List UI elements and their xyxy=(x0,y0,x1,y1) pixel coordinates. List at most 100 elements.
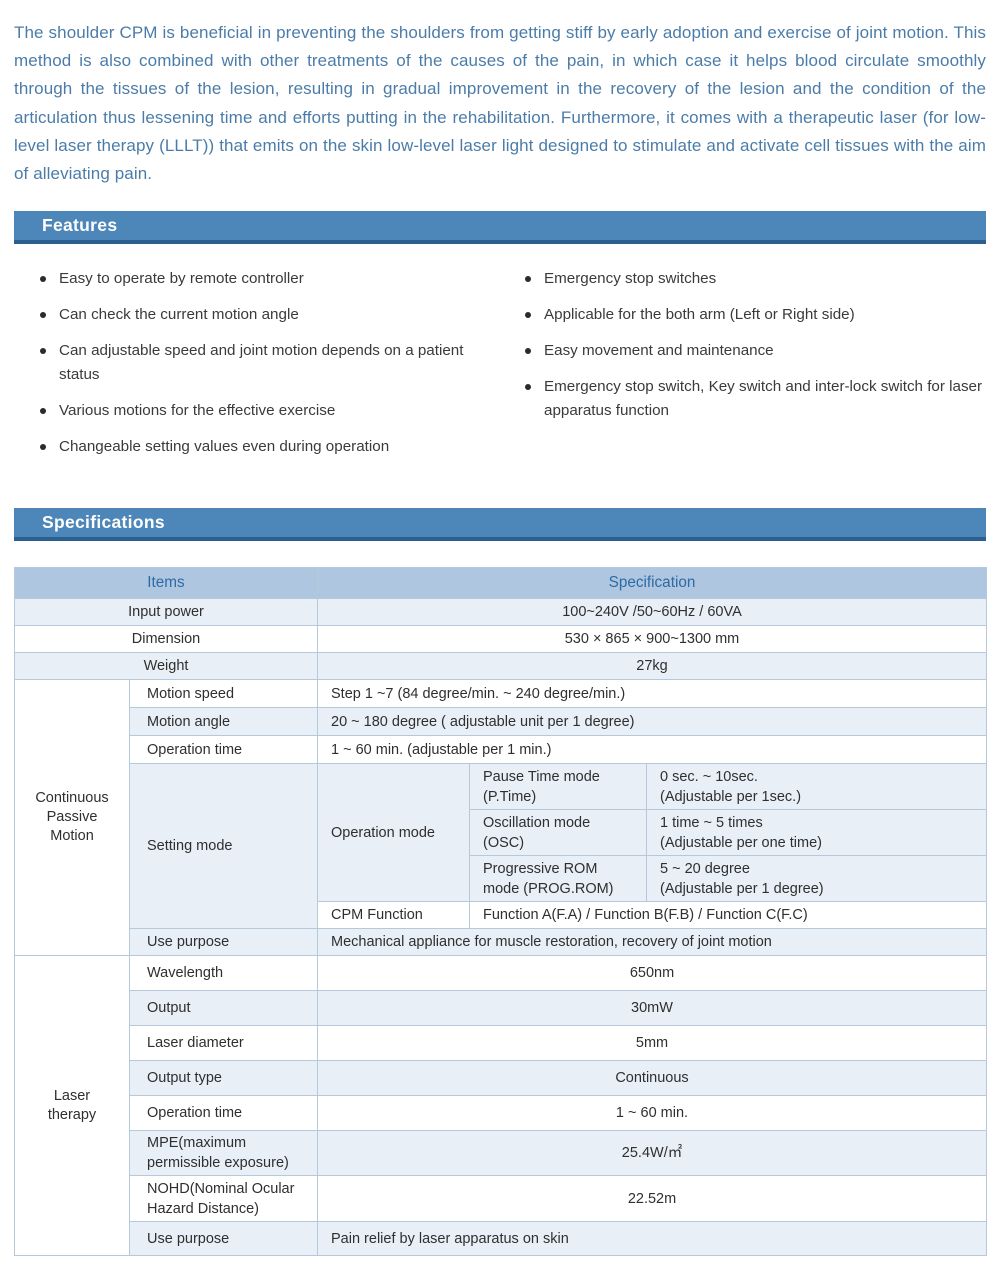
row-value-cell: Pain relief by laser apparatus on skin xyxy=(317,1221,987,1257)
bullet-icon xyxy=(40,348,46,355)
features-column-right: Emergency stop switches Applicable for t… xyxy=(525,267,986,471)
bullet-icon xyxy=(525,348,531,355)
table-row-progressive-rom-mode: Progressive ROM mode (PROG.ROM) 5 ~ 20 d… xyxy=(15,855,987,903)
mode-value-cell: 0 sec. ~ 10sec. (Adjustable per 1sec.) xyxy=(646,763,987,811)
feature-item: Easy movement and maintenance xyxy=(525,339,986,363)
column-header-specification: Specification xyxy=(317,567,987,600)
row-label-cell: Operation time xyxy=(129,1095,318,1132)
row-label-cell: Output xyxy=(129,990,318,1027)
table-row-weight: Weight 27kg xyxy=(14,652,987,681)
bullet-icon xyxy=(525,276,531,283)
document-page: The shoulder CPM is beneficial in preven… xyxy=(0,19,1000,1257)
laser-group-cell: Laser therapy xyxy=(14,955,130,1257)
table-row-cpm-use-purpose: Use purpose Mechanical appliance for mus… xyxy=(14,928,987,957)
feature-item: Easy to operate by remote controller xyxy=(40,267,501,291)
row-label-cell: Wavelength xyxy=(129,955,318,992)
bullet-icon xyxy=(40,312,46,319)
row-label-cell: Weight xyxy=(14,652,318,681)
feature-item-text: Various motions for the effective exerci… xyxy=(59,402,336,420)
row-label-cell: Output type xyxy=(129,1060,318,1097)
row-value-cell: 30mW xyxy=(317,990,987,1027)
table-row-oscillation-mode: Oscillation mode (OSC) 1 time ~ 5 times … xyxy=(15,809,987,857)
feature-item: Can check the current motion angle xyxy=(40,303,501,327)
row-label-cell: MPE(maximum permissible exposure) xyxy=(129,1130,318,1177)
row-value-cell: 1 ~ 60 min. (adjustable per 1 min.) xyxy=(317,735,987,765)
table-row-nohd: NOHD(Nominal Ocular Hazard Distance) 22.… xyxy=(15,1175,987,1223)
table-row-dimension: Dimension 530 × 865 × 900~1300 mm xyxy=(14,625,987,654)
table-row-mpe: MPE(maximum permissible exposure) 25.4W/… xyxy=(14,1130,987,1177)
specification-table: Items Specification Input power 100~240V… xyxy=(14,567,987,1257)
bullet-icon xyxy=(40,444,46,451)
table-row-laser-use-purpose: Use purpose Pain relief by laser apparat… xyxy=(14,1221,987,1257)
row-label-cell: Motion speed xyxy=(129,679,318,709)
table-row-output: Output 30mW xyxy=(14,990,987,1027)
row-value-cell: 22.52m xyxy=(317,1175,987,1223)
row-label-cell: Laser diameter xyxy=(129,1025,318,1062)
table-row-output-type: Output type Continuous xyxy=(14,1060,987,1097)
row-label-cell: Input power xyxy=(14,598,318,627)
table-row-cpm-function: CPM Function Function A(F.A) / Function … xyxy=(15,901,987,930)
table-row-laser-diameter: Laser diameter 5mm xyxy=(15,1025,987,1062)
cpm-group-cell: Continuous Passive Motion xyxy=(14,679,130,957)
column-header-items: Items xyxy=(14,567,318,600)
table-row-input-power: Input power 100~240V /50~60Hz / 60VA xyxy=(14,598,987,627)
table-row-motion-speed: Continuous Passive Motion Motion speed S… xyxy=(14,679,987,957)
feature-item-text: Changeable setting values even during op… xyxy=(59,438,390,456)
feature-item-text: Can check the current motion angle xyxy=(59,306,299,324)
bullet-icon xyxy=(525,312,531,319)
specifications-section-header: Specifications xyxy=(14,508,986,542)
row-value-cell: 530 × 865 × 900~1300 mm xyxy=(317,625,987,654)
features-list: Easy to operate by remote controller Can… xyxy=(14,267,986,471)
row-label-cell: Use purpose xyxy=(129,928,318,957)
feature-item: Various motions for the effective exerci… xyxy=(40,399,501,423)
mode-value-cell: 5 ~ 20 degree (Adjustable per 1 degree) xyxy=(646,855,987,903)
setting-mode-cell: Setting mode xyxy=(129,763,318,930)
feature-item-text: Emergency stop switches xyxy=(544,270,717,288)
feature-item-text: Easy to operate by remote controller xyxy=(59,270,304,288)
intro-paragraph: The shoulder CPM is beneficial in preven… xyxy=(14,23,986,184)
row-value-cell: Function A(F.A) / Function B(F.B) / Func… xyxy=(469,901,987,930)
mode-name-cell: Progressive ROM mode (PROG.ROM) xyxy=(469,855,647,903)
feature-item: Emergency stop switch, Key switch and in… xyxy=(525,375,986,423)
table-row-wavelength: Laser therapy Wavelength 650nm xyxy=(14,955,987,1257)
table-row-laser-operation-time: Operation time 1 ~ 60 min. xyxy=(15,1095,987,1132)
row-value-cell: Mechanical appliance for muscle restorat… xyxy=(317,928,987,957)
mode-name-cell: Oscillation mode (OSC) xyxy=(469,809,647,857)
laser-group-label: Laser therapy xyxy=(47,1087,97,1123)
row-value-cell: 25.4W/㎡ xyxy=(317,1130,987,1177)
table-row-operation-time: Operation time 1 ~ 60 min. (adjustable p… xyxy=(15,735,987,765)
row-label-cell: NOHD(Nominal Ocular Hazard Distance) xyxy=(129,1175,318,1223)
row-value-cell: 100~240V /50~60Hz / 60VA xyxy=(317,598,987,627)
row-value-cell: 27kg xyxy=(317,652,987,681)
row-label-cell: CPM Function xyxy=(317,901,470,930)
features-column-left: Easy to operate by remote controller Can… xyxy=(40,267,501,471)
features-section-header: Features xyxy=(14,211,986,245)
row-value-cell: 20 ~ 180 degree ( adjustable unit per 1 … xyxy=(317,707,987,737)
feature-item: Emergency stop switches xyxy=(525,267,986,291)
row-label-cell: Operation time xyxy=(129,735,318,765)
mode-value-cell: 1 time ~ 5 times (Adjustable per one tim… xyxy=(646,809,987,857)
bullet-icon xyxy=(525,384,531,391)
features-title: Features xyxy=(42,215,118,236)
table-header-row: Items Specification xyxy=(14,567,987,600)
bullet-icon xyxy=(40,276,46,283)
row-value-cell: 5mm xyxy=(317,1025,987,1062)
mode-name-cell: Pause Time mode (P.Time) xyxy=(469,763,647,811)
feature-item-text: Applicable for the both arm (Left or Rig… xyxy=(544,306,855,324)
table-row-motion-angle: Motion angle 20 ~ 180 degree ( adjustabl… xyxy=(14,707,987,737)
feature-item-text: Emergency stop switch, Key switch and in… xyxy=(544,378,983,420)
feature-item: Changeable setting values even during op… xyxy=(40,435,501,459)
cpm-group-label: Continuous Passive Motion xyxy=(35,790,109,845)
feature-item: Can adjustable speed and joint motion de… xyxy=(40,339,501,387)
specifications-title: Specifications xyxy=(42,512,165,533)
bullet-icon xyxy=(40,408,46,415)
row-label-cell: Dimension xyxy=(14,625,318,654)
row-label-cell: Motion angle xyxy=(129,707,318,737)
feature-item: Applicable for the both arm (Left or Rig… xyxy=(525,303,986,327)
table-row-pause-time-mode: Setting mode Operation mode Pause Time m… xyxy=(15,763,987,930)
row-label-cell: Use purpose xyxy=(129,1221,318,1257)
row-value-cell: Continuous xyxy=(317,1060,987,1097)
row-value-cell: 650nm xyxy=(317,955,987,992)
feature-item-text: Can adjustable speed and joint motion de… xyxy=(59,342,464,384)
operation-mode-cell: Operation mode xyxy=(317,763,470,903)
